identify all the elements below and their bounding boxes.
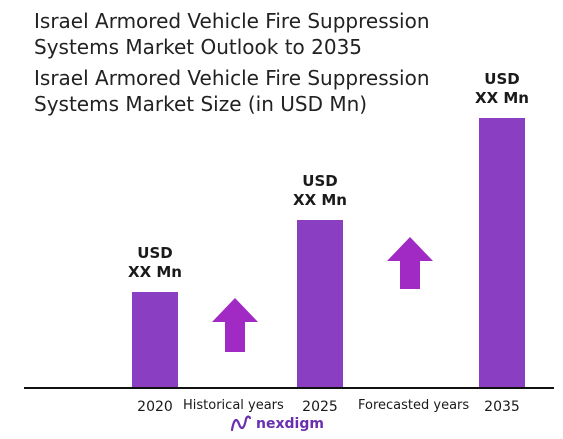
historical-years-label: Historical years (183, 398, 284, 413)
x-axis-line (24, 387, 554, 389)
bar-value-label-line: USD (484, 70, 520, 89)
nexdigm-logo-text: nexdigm (256, 416, 324, 432)
bar-value-label-line: USD (137, 244, 173, 263)
bar-value-label-line: XX Mn (475, 89, 529, 108)
bar-value-label-line: USD (302, 172, 338, 191)
nexdigm-logo-icon (230, 415, 252, 432)
bar-2020 (132, 292, 178, 387)
bar-value-label-2035: USD XX Mn (457, 70, 547, 108)
x-tick-label-2035: 2035 (484, 399, 520, 415)
chart-title-line-1: Israel Armored Vehicle Fire Suppression (34, 9, 430, 33)
bar-2035 (479, 118, 525, 387)
bar-value-label-2020: USD XX Mn (110, 244, 200, 282)
up-arrow-icon-forecasted (387, 237, 433, 289)
forecasted-years-label: Forecasted years (358, 398, 470, 413)
bar-value-label-line: XX Mn (293, 191, 347, 210)
up-arrow-icon-historical (212, 298, 258, 352)
nexdigm-logo: nexdigm (230, 414, 324, 434)
x-tick-label-2025: 2025 (302, 399, 338, 415)
bar-value-label-line: XX Mn (128, 263, 182, 282)
x-tick-label-2020: 2020 (137, 399, 173, 415)
bar-value-label-2025: USD XX Mn (275, 172, 365, 210)
chart-subtitle-line-2: Systems Market Size (in USD Mn) (34, 92, 368, 116)
chart-title-line-2: Systems Market Outlook to 2035 (34, 35, 363, 59)
chart-subtitle-line-1: Israel Armored Vehicle Fire Suppression (34, 66, 430, 90)
bar-2025 (297, 220, 343, 387)
